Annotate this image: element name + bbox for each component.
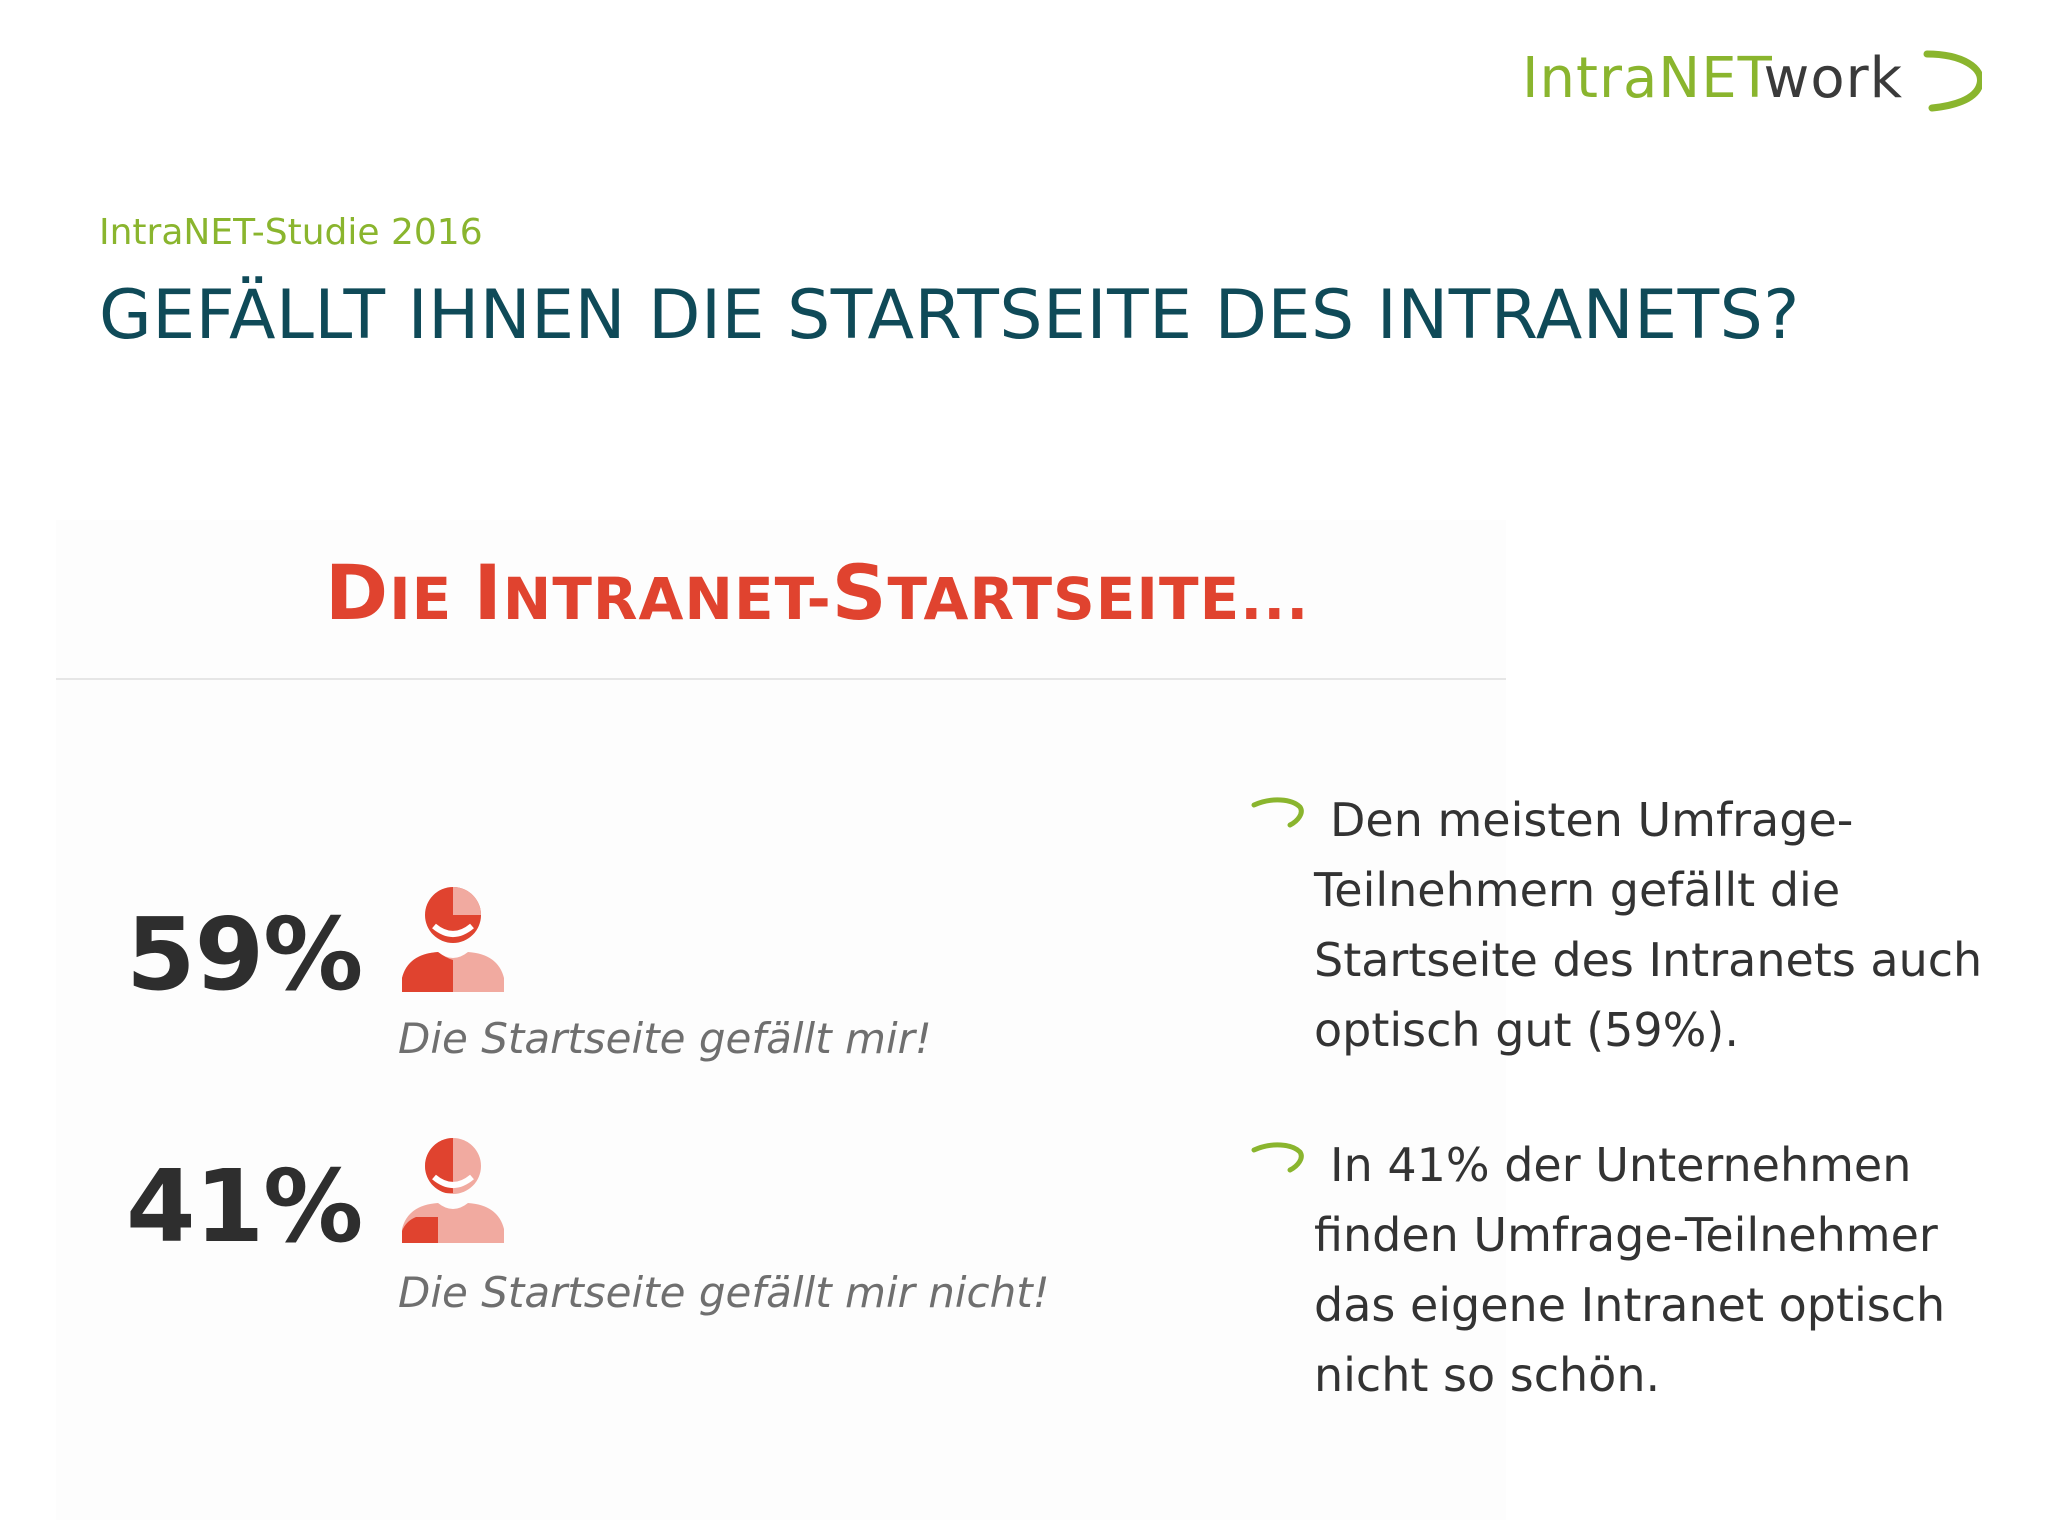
stat-caption-like: Die Startseite gefällt mir! [398,1014,932,1063]
stat-percent-like: 59% [126,896,363,1013]
swoosh-bullet-icon [1251,1142,1304,1173]
heading-part: D [325,548,390,637]
heading-part: NTRANET- [502,565,832,633]
bullet-text: In 41% der Unternehmen finden Umfrage-Te… [1314,1130,1945,1410]
bullet-line: Startseite des Intranets auch [1314,933,1983,987]
infographic-panel [56,520,1506,1520]
bullet-item: In 41% der Unternehmen finden Umfrage-Te… [1250,1130,2010,1430]
logo-text-intranet: IntraNET [1522,46,1764,111]
bullet-line: finden Umfrage-Teilnehmer [1314,1208,1938,1262]
bullet-line: das eigene Intranet optisch [1314,1278,1946,1332]
stat-caption-dislike: Die Startseite gefällt mir nicht! [398,1268,1050,1317]
bullet-line: In 41% der Unternehmen [1330,1138,1912,1192]
heading-part: IE [389,565,474,633]
bullet-item: Den meisten Umfrage- Teilnehmern gefällt… [1250,785,2010,1085]
bullet-line: nicht so schön. [1314,1348,1661,1402]
logo-text-work: work [1763,46,1904,111]
intranetwork-logo: IntraNETwork [1522,40,1982,120]
heading-part: I [473,548,503,637]
bullet-line: optisch gut (59%). [1314,1003,1739,1057]
heading-divider [56,678,1506,680]
swoosh-bullet-icon [1251,797,1304,828]
heading-part: TARTSEITE... [887,565,1310,633]
infographic-heading: DIE INTRANET-STARTSEITE... [325,548,1309,637]
page-title: GEFÄLLT IHNEN DIE STARTSEITE DES INTRANE… [99,276,1800,355]
bullet-line: Teilnehmern gefällt die [1314,863,1841,917]
bullet-line: Den meisten Umfrage- [1330,793,1854,847]
bullet-text: Den meisten Umfrage- Teilnehmern gefällt… [1314,785,1982,1065]
study-subtitle: IntraNET-Studie 2016 [99,212,483,253]
heading-part: S [831,548,888,637]
person-icon-like [402,887,504,992]
person-icon-dislike [402,1138,504,1243]
stat-percent-dislike: 41% [126,1148,363,1265]
logo-swoosh-icon [1923,50,1982,112]
